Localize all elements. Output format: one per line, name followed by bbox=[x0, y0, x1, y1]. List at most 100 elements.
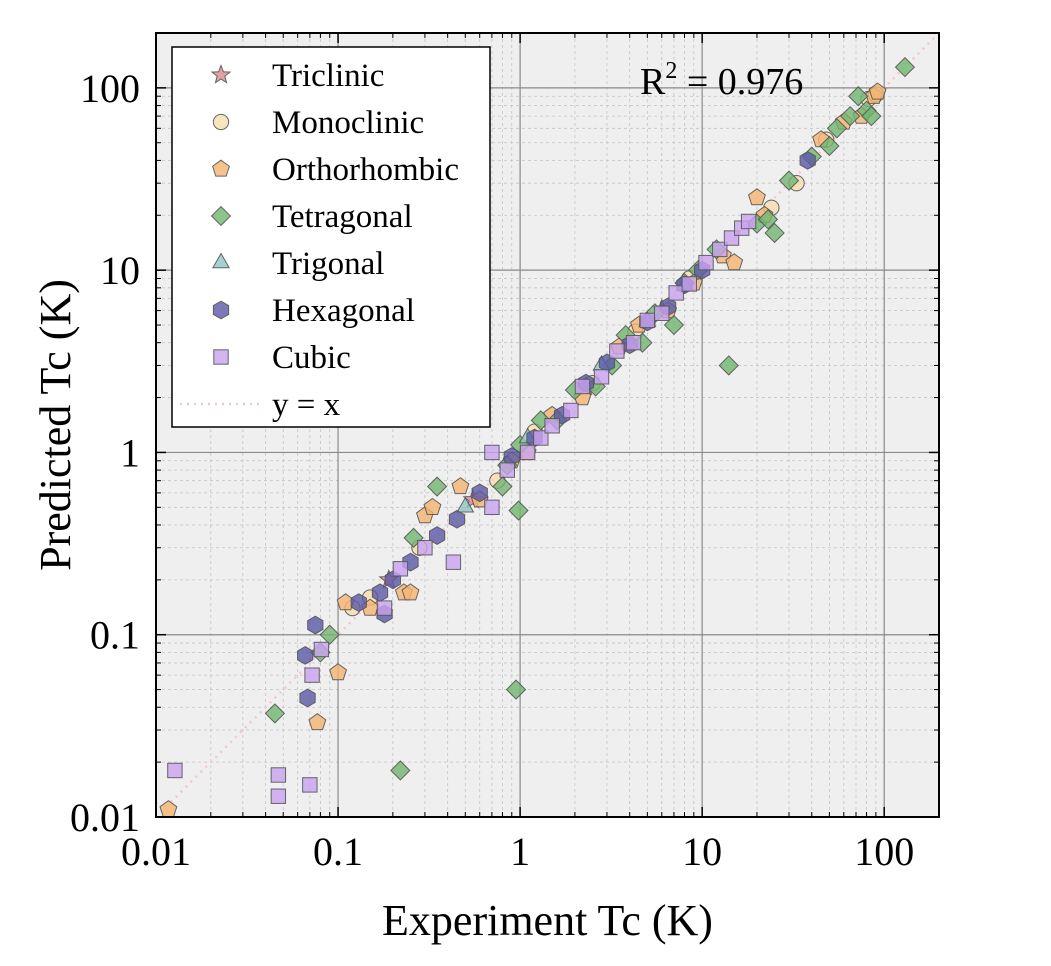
hexagonal-point bbox=[299, 688, 316, 708]
r2-prefix: R bbox=[640, 61, 666, 103]
orthorhombic-point bbox=[725, 253, 744, 271]
tetragonal-point bbox=[764, 222, 785, 244]
legend-item-tetragonal: Tetragonal bbox=[210, 199, 413, 235]
legend-item-cubic: Cubic bbox=[213, 340, 351, 376]
triclinic-legend-marker bbox=[210, 64, 232, 84]
plot-frame bbox=[155, 32, 940, 818]
hexagonal-point bbox=[350, 593, 367, 613]
cubic-point bbox=[625, 334, 642, 351]
legend-label: Monoclinic bbox=[272, 105, 424, 141]
orthorhombic-point bbox=[451, 477, 470, 495]
orthorhombic-point bbox=[329, 663, 348, 681]
hexagonal-point bbox=[297, 646, 314, 665]
tetragonal-point bbox=[508, 500, 529, 521]
orthorhombic-point bbox=[868, 82, 887, 100]
cubic-point bbox=[484, 499, 500, 516]
tetragonal-legend-marker bbox=[210, 205, 232, 227]
cubic-point bbox=[563, 402, 579, 419]
axis-ticks bbox=[155, 32, 940, 818]
monoclinic-legend-marker bbox=[212, 113, 230, 131]
x-tick-label: 100 bbox=[854, 829, 914, 874]
legend-label: Trigonal bbox=[272, 246, 384, 282]
orthorhombic-point bbox=[747, 188, 766, 206]
cubic-point bbox=[304, 667, 320, 683]
hexagonal-point bbox=[371, 583, 389, 603]
cubic-point bbox=[712, 241, 728, 258]
tetragonal-point bbox=[492, 476, 513, 497]
x-tick-label: 1 bbox=[510, 829, 530, 874]
x-tick-label: 0.01 bbox=[121, 829, 191, 874]
legend-label: Tetragonal bbox=[272, 199, 413, 235]
tetragonal-point bbox=[319, 624, 340, 645]
y-tick-label: 0.1 bbox=[90, 613, 140, 658]
x-tick-label: 10 bbox=[682, 829, 722, 874]
cubic-point bbox=[499, 462, 515, 478]
legend-item-hexagonal: Hexagonal bbox=[212, 293, 415, 329]
y-tick-label: 10 bbox=[100, 248, 140, 293]
legend-item-monoclinic: Monoclinic bbox=[212, 105, 424, 141]
cubic-point bbox=[519, 444, 536, 461]
cubic-point bbox=[445, 554, 462, 570]
cubic-point bbox=[484, 444, 500, 461]
orthorhombic-point bbox=[308, 713, 327, 731]
tetragonal-point bbox=[819, 135, 840, 157]
hexagonal-point bbox=[448, 509, 466, 529]
tetragonal-point bbox=[861, 105, 882, 127]
cubic-point bbox=[668, 285, 684, 301]
cubic-point bbox=[639, 312, 656, 329]
legend-label: Triclinic bbox=[272, 58, 384, 94]
orthorhombic-legend-marker bbox=[212, 159, 230, 177]
legend-item-reference: y = x bbox=[180, 387, 341, 423]
tetragonal-point bbox=[426, 476, 448, 497]
cubic-point bbox=[654, 305, 670, 321]
y-tick-label: 100 bbox=[80, 66, 140, 111]
cubic-point bbox=[544, 418, 560, 434]
cubic-point bbox=[302, 777, 318, 793]
r-squared-annotation: R2 = 0.976 bbox=[640, 58, 803, 103]
cubic-point bbox=[167, 762, 183, 779]
tick-labels: 0.01 0.1 1 10 100 0.01 0.1 1 10 100 bbox=[70, 66, 914, 874]
tetragonal-point bbox=[505, 679, 527, 700]
cubic-point bbox=[270, 767, 287, 783]
cubic-point bbox=[574, 378, 591, 395]
hexagonal-point bbox=[307, 615, 324, 635]
y-axis-label: Predicted Tc (K) bbox=[31, 279, 80, 571]
cubic-point bbox=[698, 254, 714, 271]
cubic-point bbox=[681, 276, 697, 292]
y-tick-label: 1 bbox=[120, 430, 140, 475]
tetragonal-point bbox=[826, 118, 848, 139]
orthorhombic-point bbox=[401, 583, 420, 601]
cubic-point bbox=[376, 600, 393, 616]
tetragonal-point bbox=[848, 86, 869, 107]
cubic-point bbox=[533, 430, 549, 446]
cubic-point bbox=[392, 561, 409, 577]
cubic-point bbox=[740, 213, 757, 230]
cubic-point bbox=[593, 369, 610, 385]
legend-label: Orthorhombic bbox=[272, 152, 459, 188]
legend: Triclinic Monoclinic Orthorhombic Tetragona… bbox=[171, 46, 491, 428]
tetragonal-point bbox=[390, 760, 411, 781]
orthorhombic-point bbox=[423, 497, 442, 515]
legend-item-trigonal: Trigonal bbox=[211, 246, 384, 282]
tetragonal-point bbox=[839, 105, 861, 127]
hexagonal-point bbox=[428, 526, 446, 545]
tetragonal-point bbox=[757, 209, 779, 230]
cubic-point bbox=[417, 540, 433, 556]
trigonal-point bbox=[456, 496, 475, 513]
series-cubic bbox=[167, 213, 757, 804]
x-axis-label: Experiment Tc (K) bbox=[382, 896, 713, 945]
cubic-point bbox=[313, 641, 330, 658]
hexagonal-legend-marker bbox=[212, 300, 230, 320]
r2-superscript: 2 bbox=[665, 58, 677, 84]
tetragonal-point bbox=[718, 355, 739, 376]
hexagonal-point bbox=[799, 151, 816, 170]
tetragonal-point bbox=[894, 56, 916, 78]
cubic-legend-marker bbox=[213, 349, 229, 365]
tetragonal-point bbox=[264, 703, 286, 724]
legend-label: Hexagonal bbox=[272, 293, 415, 329]
legend-label: y = x bbox=[272, 387, 341, 423]
cubic-point bbox=[270, 788, 287, 804]
legend-label: Cubic bbox=[272, 340, 351, 376]
x-tick-label: 0.1 bbox=[313, 829, 363, 874]
